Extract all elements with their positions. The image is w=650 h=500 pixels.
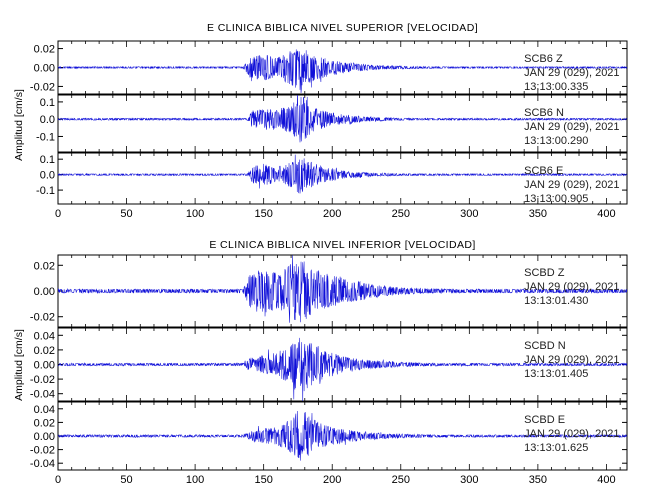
waveform-trace xyxy=(58,95,627,143)
station-label: SCBD Z xyxy=(524,267,565,279)
y-tick-label: 0.02 xyxy=(34,44,55,56)
x-tick-label: 250 xyxy=(392,474,410,486)
x-tick-label: 300 xyxy=(460,208,478,220)
x-tick-label: 300 xyxy=(460,474,478,486)
x-tick-label: 200 xyxy=(323,474,341,486)
y-tick-label: 0.04 xyxy=(34,404,55,416)
y-tick-label: -0.02 xyxy=(30,374,55,386)
panel-frame xyxy=(57,152,628,205)
trace-panel-scbd-e: 0.040.02 0.00 -0.02-0.04 SCBD E JAN 29 (029)… xyxy=(30,401,628,471)
date-label: JAN 29 (029), 2021 xyxy=(524,121,619,133)
time-label: 13:13:01.405 xyxy=(524,368,588,380)
x-tick-label: 50 xyxy=(120,474,132,486)
trace-panel-scb6-n: 0.1 0.0 -0.1 SCB6 N JAN 29 (029), 2021 13:13:… xyxy=(36,94,628,153)
x-tick-label: 0 xyxy=(55,208,61,220)
y-tick-label: -0.02 xyxy=(30,81,55,93)
waveform-trace xyxy=(58,411,627,461)
date-label: JAN 29 (029), 2021 xyxy=(524,281,619,293)
station-label: SCB6 N xyxy=(524,107,564,119)
x-tick-label: 400 xyxy=(597,474,615,486)
panel-frame xyxy=(57,94,628,153)
x-tick-label: 200 xyxy=(323,208,341,220)
y-tick-label: 0.00 xyxy=(34,431,55,443)
time-label: 13:13:01.625 xyxy=(524,442,588,454)
time-label: 13:13:01.430 xyxy=(524,295,588,307)
time-label: 13:13:00.290 xyxy=(524,135,588,147)
y-tick-label: 0.00 xyxy=(34,360,55,372)
y-tick-label: -0.04 xyxy=(30,458,55,470)
time-label: 13:13:00.905 xyxy=(524,193,588,205)
trace-panel-scbd-n: 0.04 0.02 0.00 -0.02 -0.04 SCBD N JAN 29 (029)… xyxy=(30,327,628,402)
station-label: SCBD N xyxy=(524,340,566,352)
x-tick-label: 150 xyxy=(254,208,272,220)
y-axis-label: Amplitud [cm/s] xyxy=(13,329,25,401)
chart-title: E CLINICA BIBLICA NIVEL INFERIOR [VELOCI… xyxy=(209,239,475,251)
x-tick-label: 350 xyxy=(529,474,547,486)
waveform-trace xyxy=(58,154,627,194)
y-tick-label: 0.02 xyxy=(34,260,55,272)
date-label: JAN 29 (029), 2021 xyxy=(524,428,619,440)
y-tick-label: 0.00 xyxy=(34,286,55,298)
y-tick-label: 0.0 xyxy=(40,170,55,182)
y-tick-label: 0.04 xyxy=(34,330,55,342)
waveform-trace xyxy=(58,337,627,401)
y-tick-label: -0.1 xyxy=(36,131,55,143)
waveform-trace xyxy=(58,49,627,93)
y-tick-label: -0.02 xyxy=(30,312,55,324)
seismogram-block-1: E CLINICA BIBLICA NIVEL SUPERIOR [VELOCI… xyxy=(13,22,628,220)
seismogram-block-2: E CLINICA BIBLICA NIVEL INFERIOR [VELOCI… xyxy=(13,239,628,486)
y-tick-label: 0.1 xyxy=(40,97,55,109)
trace-panel-scb6-e: 0.1 0.0 -0.1 SCB6 E JAN 29 (029), 2021 13:13:… xyxy=(36,152,628,205)
y-tick-label: 0.02 xyxy=(34,345,55,357)
y-tick-label: 0.0 xyxy=(40,114,55,126)
chart-title: E CLINICA BIBLICA NIVEL SUPERIOR [VELOCI… xyxy=(207,22,478,34)
date-label: JAN 29 (029), 2021 xyxy=(524,354,619,366)
y-tick-label: -0.04 xyxy=(30,389,55,401)
station-label: SCB6 E xyxy=(524,165,563,177)
date-label: JAN 29 (029), 2021 xyxy=(524,67,619,79)
x-tick-label: 100 xyxy=(186,474,204,486)
y-tick-label: -0.02 xyxy=(30,445,55,457)
station-label: SCB6 Z xyxy=(524,53,563,65)
x-tick-label: 150 xyxy=(254,474,272,486)
date-label: JAN 29 (029), 2021 xyxy=(524,179,619,191)
x-tick-label: 250 xyxy=(392,208,410,220)
trace-panel-scbd-z: 0.02 0.00 -0.02 SCBD Z JAN 29 (029), 2021 13:… xyxy=(30,254,628,328)
trace-panel-scb6-z: 0.02 0.00 -0.02 SCB6 Z JAN 29 (029), 2021 13:… xyxy=(30,40,628,95)
waveform-trace xyxy=(58,255,627,323)
x-tick-label: 100 xyxy=(186,208,204,220)
x-tick-label: 350 xyxy=(529,208,547,220)
y-tick-label: 0.1 xyxy=(40,154,55,166)
time-label: 13:13:00.335 xyxy=(524,81,588,93)
x-tick-label: 0 xyxy=(55,474,61,486)
station-label: SCBD E xyxy=(524,414,565,426)
y-tick-label: 0.00 xyxy=(34,63,55,75)
y-tick-label: 0.02 xyxy=(34,417,55,429)
y-axis-label: Amplitud [cm/s] xyxy=(13,89,25,161)
x-tick-label: 50 xyxy=(120,208,132,220)
x-tick-label: 400 xyxy=(597,208,615,220)
y-tick-label: -0.1 xyxy=(36,185,55,197)
